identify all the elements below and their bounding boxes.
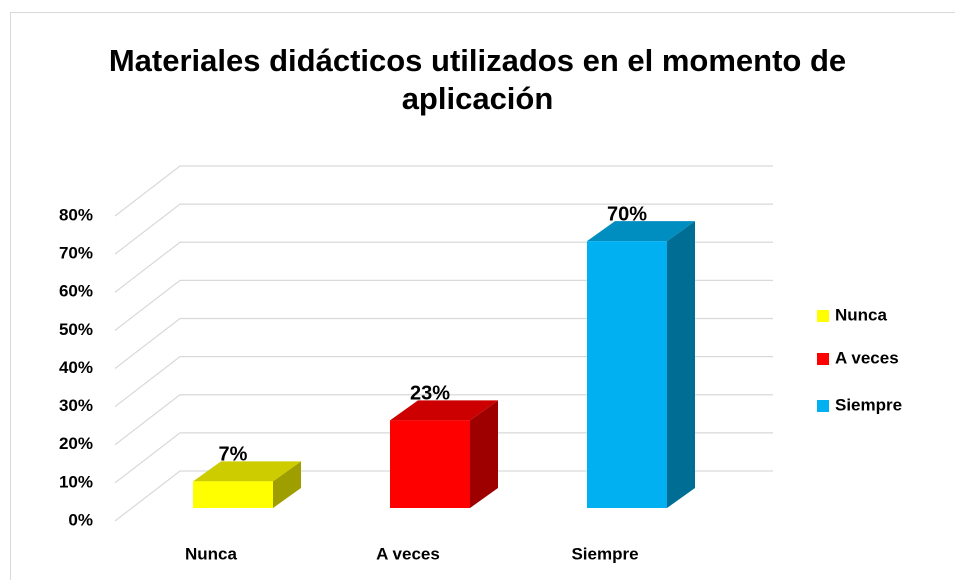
legend-label: Siempre bbox=[835, 395, 902, 414]
y-tick-label: 10% bbox=[59, 472, 93, 491]
bar-top bbox=[193, 461, 301, 482]
bar bbox=[390, 420, 470, 508]
y-tick-label: 40% bbox=[59, 358, 93, 377]
x-tick-label: Nunca bbox=[185, 544, 238, 563]
legend-label: A veces bbox=[835, 348, 899, 367]
value-label: 23% bbox=[410, 383, 450, 405]
bar-side bbox=[273, 461, 301, 508]
grid-line bbox=[114, 394, 773, 446]
value-label: 7% bbox=[219, 444, 248, 466]
y-tick-label: 70% bbox=[59, 244, 93, 263]
grid-line bbox=[114, 470, 773, 522]
bar-side bbox=[667, 221, 695, 508]
grid-line bbox=[114, 165, 773, 217]
y-tick-label: 30% bbox=[59, 396, 93, 415]
chart-border bbox=[10, 12, 955, 580]
y-tick-label: 80% bbox=[59, 205, 93, 224]
bar-top bbox=[390, 400, 498, 421]
bar bbox=[587, 241, 667, 508]
grid-line bbox=[114, 317, 773, 369]
legend-label: Nunca bbox=[835, 305, 888, 324]
y-tick-label: 0% bbox=[68, 510, 93, 529]
y-tick-label: 50% bbox=[59, 320, 93, 339]
value-label: 70% bbox=[607, 203, 647, 225]
legend-swatch bbox=[817, 400, 829, 412]
grid-line bbox=[114, 432, 773, 484]
grid-line bbox=[114, 203, 773, 255]
bar-top bbox=[587, 221, 695, 242]
legend-swatch bbox=[817, 310, 829, 322]
grid-line bbox=[114, 356, 773, 408]
bar-side bbox=[470, 400, 498, 508]
x-tick-label: A veces bbox=[376, 544, 440, 563]
chart-title: Materiales didácticos utilizados en el m… bbox=[108, 43, 847, 116]
y-tick-label: 20% bbox=[59, 434, 93, 453]
grid-line bbox=[114, 279, 773, 331]
grid-line bbox=[114, 241, 773, 293]
x-tick-label: Siempre bbox=[571, 544, 638, 563]
legend-swatch bbox=[817, 353, 829, 365]
bar bbox=[193, 481, 273, 508]
y-tick-label: 60% bbox=[59, 282, 93, 301]
